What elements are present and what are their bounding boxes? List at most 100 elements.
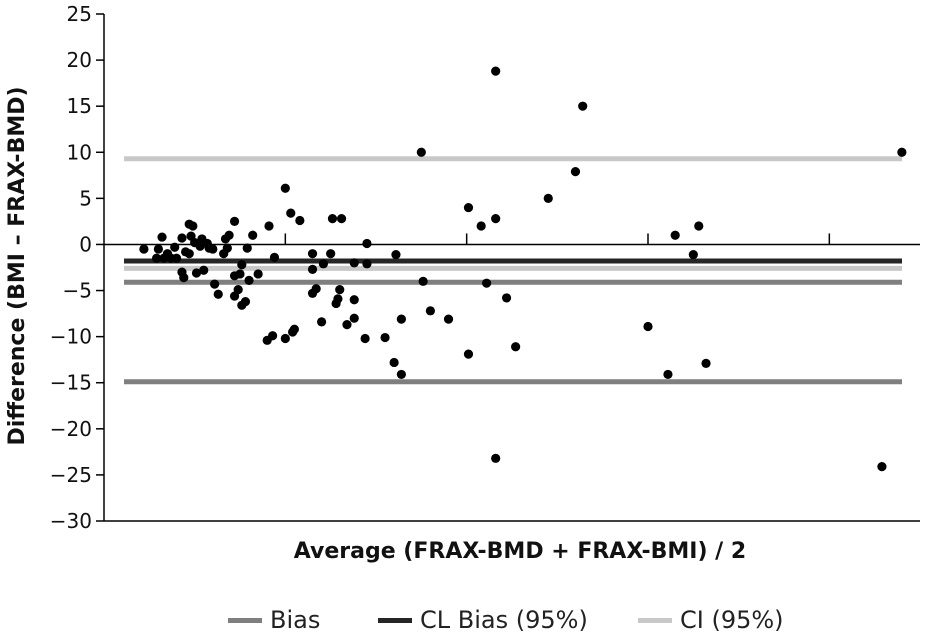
data-point-84 bbox=[491, 214, 501, 224]
data-point-47 bbox=[280, 183, 290, 193]
data-point-44 bbox=[264, 221, 274, 231]
data-point-35 bbox=[235, 269, 245, 279]
legend-swatch-cl-bias bbox=[378, 617, 412, 623]
legend-label-cl-bias: CL Bias (95%) bbox=[420, 606, 588, 634]
y-tick-label-6: −5 bbox=[63, 279, 92, 303]
data-point-45 bbox=[268, 331, 278, 341]
data-point-42 bbox=[253, 269, 263, 279]
data-point-25 bbox=[210, 279, 220, 289]
data-point-34 bbox=[233, 285, 243, 295]
data-point-100 bbox=[491, 66, 501, 76]
data-point-64 bbox=[336, 214, 347, 224]
data-point-96 bbox=[701, 358, 711, 368]
data-point-88 bbox=[543, 193, 553, 203]
data-point-71 bbox=[362, 238, 372, 249]
data-point-86 bbox=[501, 293, 512, 303]
data-point-8 bbox=[171, 253, 182, 263]
data-point-80 bbox=[463, 202, 474, 213]
data-point-83 bbox=[482, 278, 492, 288]
y-tick-label-1: 20 bbox=[67, 48, 92, 72]
legend-item-bias: Bias bbox=[228, 606, 320, 634]
legend: Bias CL Bias (95%) CI (95%) bbox=[0, 600, 926, 640]
data-point-59 bbox=[326, 249, 336, 259]
data-point-85 bbox=[491, 453, 501, 463]
data-point-7 bbox=[170, 242, 180, 252]
y-tick-label-10: −25 bbox=[50, 463, 92, 487]
y-axis: 25 20 15 10 5 0 −5 −10 −15 −20 −25 −30 bbox=[50, 2, 105, 533]
data-point-62 bbox=[333, 294, 343, 304]
data-point-2 bbox=[153, 244, 163, 254]
legend-item-ci: CI (95%) bbox=[638, 606, 784, 634]
data-point-30 bbox=[224, 230, 234, 240]
data-point-67 bbox=[349, 295, 359, 305]
data-point-3 bbox=[157, 232, 167, 242]
legend-item-cl-bias: CL Bias (95%) bbox=[378, 606, 588, 634]
data-point-70 bbox=[362, 259, 372, 269]
data-point-41 bbox=[248, 230, 258, 240]
legend-label-ci: CI (95%) bbox=[680, 606, 784, 634]
y-tick-label-4: 5 bbox=[79, 186, 92, 210]
data-point-26 bbox=[213, 289, 223, 299]
y-tick-label-3: 10 bbox=[67, 140, 92, 164]
y-tick-label-5: 0 bbox=[79, 232, 92, 256]
data-point-97 bbox=[877, 462, 887, 472]
data-point-89 bbox=[570, 167, 581, 177]
data-point-21 bbox=[199, 265, 209, 275]
data-point-14 bbox=[184, 249, 194, 259]
data-point-46 bbox=[269, 252, 280, 262]
legend-swatch-ci bbox=[638, 617, 672, 623]
data-point-65 bbox=[342, 320, 352, 330]
data-point-90 bbox=[578, 101, 588, 111]
data-point-68 bbox=[349, 258, 359, 268]
data-point-38 bbox=[240, 297, 251, 307]
y-tick-label-0: 25 bbox=[67, 2, 92, 26]
legend-label-bias: Bias bbox=[270, 606, 321, 634]
bland-altman-chart: 25 20 15 10 5 0 −5 −10 −15 −20 −25 −30 Average (FRA… bbox=[5, 2, 920, 564]
data-point-72 bbox=[380, 332, 390, 343]
reference-lines bbox=[124, 156, 902, 385]
data-point-69 bbox=[360, 333, 370, 344]
data-point-0 bbox=[139, 244, 149, 254]
data-point-55 bbox=[307, 264, 318, 274]
data-point-16 bbox=[188, 221, 198, 231]
data-point-77 bbox=[418, 276, 428, 286]
data-point-99 bbox=[416, 147, 426, 157]
data-point-91 bbox=[643, 321, 653, 332]
data-point-81 bbox=[463, 349, 474, 359]
y-tick-label-2: 15 bbox=[67, 94, 92, 118]
y-tick-label-11: −30 bbox=[50, 509, 92, 533]
data-point-92 bbox=[663, 369, 673, 380]
x-axis-title: Average (FRAX-BMD + FRAX-BMI) / 2 bbox=[294, 539, 746, 564]
data-point-9 bbox=[177, 233, 187, 243]
data-point-98 bbox=[897, 147, 907, 157]
data-point-76 bbox=[396, 314, 406, 324]
data-point-63 bbox=[335, 285, 345, 295]
data-point-19 bbox=[195, 241, 205, 251]
data-point-94 bbox=[688, 249, 698, 260]
data-points bbox=[139, 66, 907, 472]
legend-swatch-bias bbox=[228, 617, 262, 623]
y-tick-label-8: −15 bbox=[50, 371, 92, 395]
data-point-57 bbox=[317, 317, 327, 327]
data-point-48 bbox=[280, 333, 290, 344]
data-point-29 bbox=[222, 243, 232, 253]
y-tick-label-7: −10 bbox=[50, 325, 92, 349]
data-point-53 bbox=[307, 249, 318, 259]
data-point-82 bbox=[476, 221, 486, 231]
data-point-40 bbox=[244, 275, 254, 286]
y-axis-title: Difference (BMI – FRAX-BMD) bbox=[5, 86, 30, 445]
data-point-73 bbox=[389, 357, 399, 368]
data-point-18 bbox=[191, 268, 202, 278]
data-point-60 bbox=[327, 214, 338, 224]
data-point-36 bbox=[237, 260, 247, 270]
data-point-75 bbox=[396, 369, 406, 380]
data-point-78 bbox=[425, 306, 435, 316]
data-point-24 bbox=[208, 244, 218, 254]
data-point-56 bbox=[311, 284, 321, 294]
data-point-95 bbox=[694, 221, 704, 231]
data-point-93 bbox=[670, 230, 680, 240]
data-point-66 bbox=[349, 313, 359, 323]
data-point-51 bbox=[289, 324, 299, 334]
data-point-49 bbox=[286, 208, 296, 218]
data-point-58 bbox=[318, 259, 329, 269]
